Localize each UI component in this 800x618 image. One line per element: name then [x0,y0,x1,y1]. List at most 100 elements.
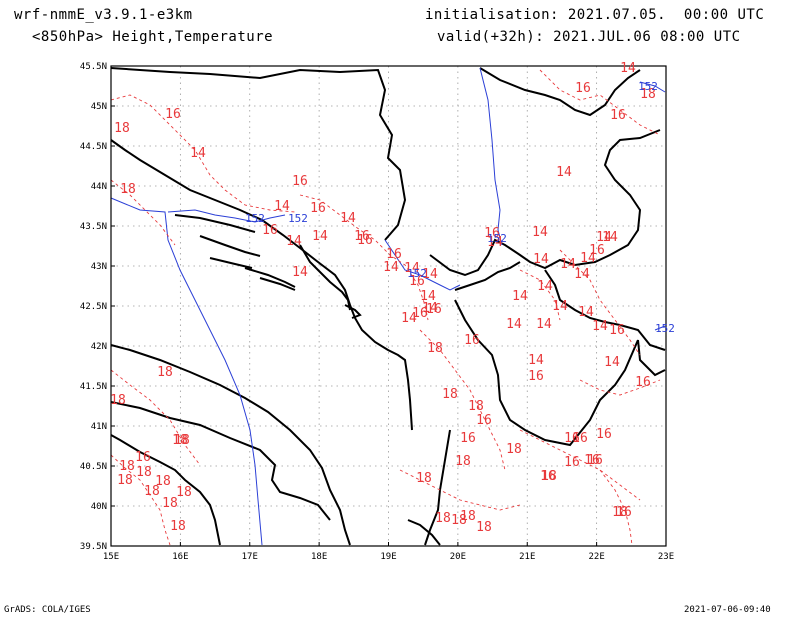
temperature-label: 18 [476,520,492,535]
temperature-label: 14 [620,61,636,76]
lat-label: 44.5N [80,142,107,152]
temperature-label: 14 [596,230,612,245]
temperature-label: 18 [157,365,173,380]
lon-label: 19E [380,552,396,562]
temperature-label: 14 [274,199,290,214]
temperature-label: 14 [592,319,608,334]
lon-label: 18E [311,552,327,562]
temperature-label: 18 [541,469,557,484]
lat-label: 45N [91,102,107,112]
lon-label: 17E [242,552,258,562]
temperature-label: 16 [584,453,600,468]
height-labels: 152 152 152 152 152 152 [245,80,675,335]
temperature-contours [110,69,661,546]
temperature-label: 16 [464,333,480,348]
temperature-label: 16 [635,375,651,390]
temperature-label: 16 [564,431,580,446]
lat-label: 41N [91,422,107,432]
temperature-label: 16 [460,431,476,446]
temperature-label: 14 [578,305,594,320]
temperature-label: 18 [455,454,471,469]
temperature-label: 16 [609,323,625,338]
temperature-label: 16 [610,108,626,123]
temperature-label: 18 [506,442,522,457]
temperature-label: 14 [404,261,420,276]
temperature-label: 18 [460,509,476,524]
temperature-label: 14 [401,311,417,326]
temperature-label: 18 [155,474,171,489]
temperature-label: 14 [580,251,596,266]
temperature-label: 14 [602,230,618,245]
temperature-label: 14 [537,279,553,294]
temperature-label: 14 [528,353,544,368]
temperature-label: 16 [354,229,370,244]
temperature-label: 16 [596,427,612,442]
temperature-label: 16 [572,431,588,446]
lon-label: 23E [658,552,674,562]
temperature-label: 16 [587,453,603,468]
temperature-label: 18 [442,387,458,402]
temperature-label: 16 [564,455,580,470]
temperature-label: 14 [512,289,528,304]
lat-label: 42.5N [80,302,107,312]
temperature-label: 14 [560,257,576,272]
temperature-label: 18 [427,341,443,356]
lon-label: 20E [450,552,466,562]
temperature-label: 18 [119,459,135,474]
temperature-label: 16 [357,233,373,248]
axis-labels: 15E 16E 17E 18E 19E 20E 21E 22E 23E 45.5N 45N 44.5N… [80,62,674,562]
height-label: 152 [288,212,308,225]
temperature-label: 14 [286,234,302,249]
height-label: 152 [407,267,427,280]
lat-label: 42N [91,342,107,352]
height-contours [110,67,666,546]
coastlines-borders [110,67,666,546]
temperature-label: 14 [556,165,572,180]
temperature-label: 18 [172,433,188,448]
temperature-label: 18 [416,471,432,486]
footer-credit: GrADS: COLA/IGES [4,605,91,615]
lon-label: 15E [103,552,119,562]
lat-label: 39.5N [80,542,107,552]
temperature-label: 14 [292,265,308,280]
temperature-label: 14 [533,252,549,267]
temperature-label: 18 [174,433,190,448]
temperature-label: 18 [120,182,136,197]
height-label: 152 [245,212,265,225]
temperature-label: 18 [176,485,192,500]
temperature-label: 18 [110,393,126,408]
temperature-label: 16 [540,469,556,484]
temperature-label: 16 [262,223,278,238]
temperature-label: 18 [162,496,178,511]
level-fields-title: <850hPa> Height,Temperature [32,29,274,45]
temperature-label: 14 [422,267,438,282]
footer-timestamp: 2021-07-06-09:40 [684,605,771,615]
temperature-label: 14 [604,355,620,370]
temperature-label: 18 [136,465,152,480]
temperature-label: 18 [468,399,484,414]
temperature-label: 14 [340,211,356,226]
temperature-label: 16 [135,450,151,465]
temperature-label: 16 [165,107,181,122]
temperature-label: 14 [312,229,328,244]
lat-lon-grid [111,66,666,546]
lat-label: 41.5N [80,382,107,392]
temperature-label: 14 [574,267,590,282]
lon-label: 16E [172,552,188,562]
temperature-label: 18 [117,473,133,488]
temperature-label: 18 [170,519,186,534]
lat-label: 44N [91,182,107,192]
temperature-label: 16 [409,274,425,289]
temperature-label: 16 [484,226,500,241]
temperature-label: 14 [532,225,548,240]
height-label: 152 [487,232,507,245]
temperature-label: 16 [476,413,492,428]
height-label: 152 [638,80,658,93]
temperature-label: 16 [589,243,605,258]
temperature-label: 18 [612,505,628,520]
lon-label: 22E [588,552,604,562]
lat-label: 40.5N [80,462,107,472]
temperature-label: 16 [528,369,544,384]
lat-label: 40N [91,502,107,512]
